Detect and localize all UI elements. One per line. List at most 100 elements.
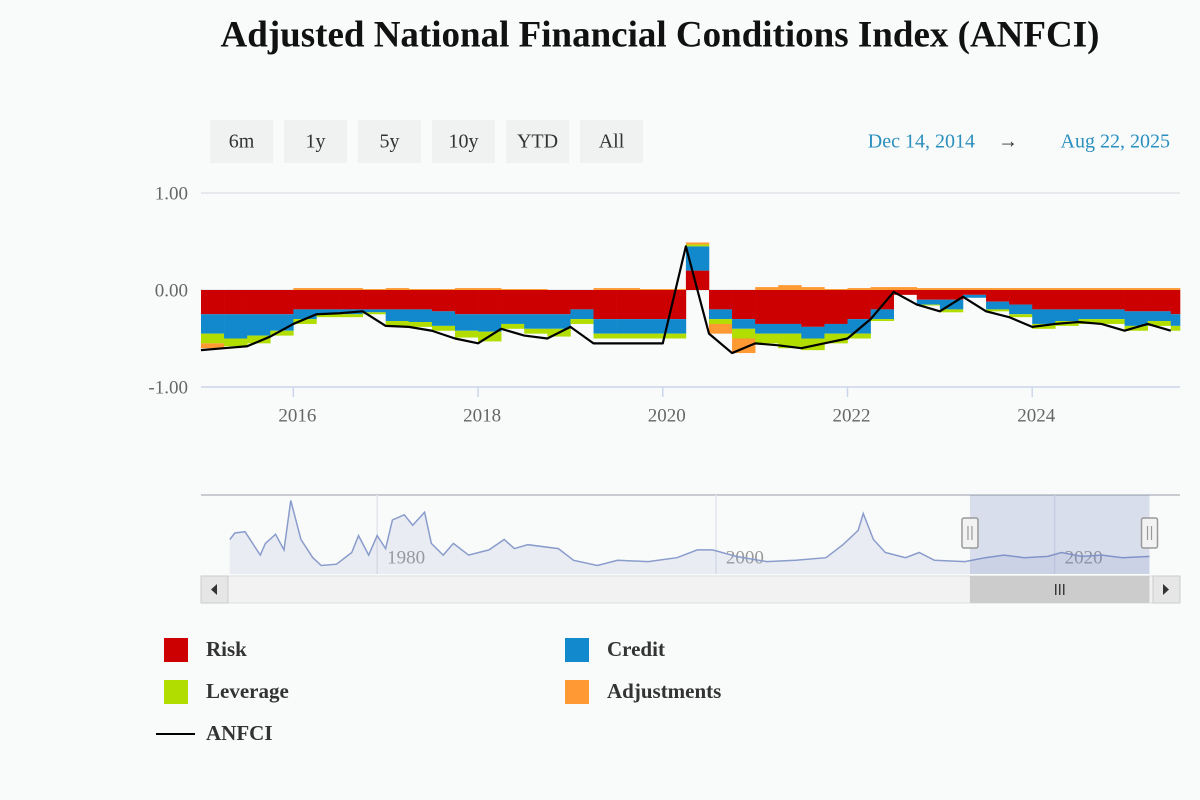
range-button[interactable] xyxy=(580,120,643,163)
chart-title: Adjusted National Financial Conditions I… xyxy=(221,14,1100,55)
bar-segment xyxy=(1032,290,1056,310)
bar-segment xyxy=(986,301,1010,310)
bar-segment xyxy=(1170,288,1181,290)
bar-segment xyxy=(755,333,779,344)
range-button-label: YTD xyxy=(517,131,558,153)
bar-segment xyxy=(478,288,502,290)
bar-segment xyxy=(524,290,548,315)
range-button[interactable] xyxy=(506,120,569,163)
bar-segment xyxy=(454,330,479,338)
bar-segment xyxy=(270,314,294,331)
bar-segment xyxy=(339,314,363,318)
bar-segment xyxy=(824,290,848,324)
bar-segment xyxy=(685,244,710,247)
range-from[interactable]: Dec 14, 2014 xyxy=(868,131,975,153)
bar-segment xyxy=(1170,290,1181,315)
legend-swatch xyxy=(164,638,188,662)
bar-segment xyxy=(501,290,525,315)
bar-segment xyxy=(1101,309,1125,320)
bar-segment xyxy=(547,314,571,329)
bar-segment xyxy=(801,290,825,327)
bar-segment xyxy=(247,290,271,315)
navigator-line xyxy=(229,500,1150,567)
navigator-tick-label: 2020 xyxy=(1065,547,1103,568)
scrollbar-grip xyxy=(1055,584,1065,595)
bar-segment xyxy=(778,333,802,349)
bar-segment xyxy=(616,290,641,320)
range-button-label: All xyxy=(599,131,625,153)
legend-label[interactable]: Adjustments xyxy=(607,679,721,703)
bar-segment xyxy=(454,288,479,290)
x-tick-label: 2018 xyxy=(463,405,501,426)
bar-segment xyxy=(801,287,825,290)
legend-label[interactable]: Credit xyxy=(607,637,665,661)
navigator-handle[interactable] xyxy=(1140,517,1159,549)
bar-segment xyxy=(755,290,779,324)
bar-segment xyxy=(201,290,225,315)
bar-segment xyxy=(224,338,248,347)
bar-segment xyxy=(962,288,987,290)
range-button[interactable] xyxy=(358,120,421,163)
bar-segment xyxy=(316,288,340,290)
bar-segment xyxy=(962,294,987,298)
bar-segment xyxy=(293,290,317,310)
bar-segment xyxy=(1009,314,1033,318)
range-button[interactable] xyxy=(210,120,273,163)
bar-segment xyxy=(316,290,340,310)
scroll-left-arrow xyxy=(211,584,217,595)
bar-segment xyxy=(916,290,941,300)
bar-segment xyxy=(408,309,433,323)
legend: Risk Credit Leverage Adjustments ANFCI xyxy=(156,637,721,745)
bar-segment xyxy=(224,314,248,339)
bar-segment xyxy=(270,330,294,336)
bar-segment xyxy=(408,290,433,310)
bar-segment xyxy=(916,304,941,306)
bar-segment xyxy=(1101,319,1125,324)
bar-segment xyxy=(1055,288,1079,290)
bar-segment xyxy=(824,323,848,334)
bar-segment xyxy=(431,289,456,290)
x-tick-label: 2024 xyxy=(1017,405,1056,426)
bar-segment xyxy=(916,299,941,305)
range-button-label: 10y xyxy=(449,131,479,153)
bar-segment xyxy=(224,290,248,315)
bar-segment xyxy=(870,309,894,320)
legend-label[interactable]: Risk xyxy=(206,637,247,661)
navigator-handle[interactable] xyxy=(961,517,979,549)
bar-segment xyxy=(778,290,802,324)
bar-segment xyxy=(639,333,664,339)
range-button[interactable] xyxy=(432,120,495,163)
bar-segment xyxy=(1009,304,1033,315)
bar-segment xyxy=(431,325,456,331)
legend-swatch xyxy=(565,680,589,704)
y-tick-label: 1.00 xyxy=(155,183,188,204)
legend-label[interactable]: Leverage xyxy=(206,679,289,703)
bar-segment xyxy=(547,290,571,315)
bar-segment xyxy=(1147,290,1172,312)
bar-segment xyxy=(524,328,548,334)
bar-segment xyxy=(662,290,687,320)
bar-segment xyxy=(870,287,894,290)
range-button[interactable] xyxy=(284,120,347,163)
x-tick-label: 2016 xyxy=(278,405,316,426)
legend-swatch xyxy=(565,638,589,662)
bar-segment xyxy=(870,319,894,322)
bar-segment xyxy=(339,290,363,310)
legend-swatch xyxy=(164,680,188,704)
bar-segment xyxy=(939,288,964,290)
bar-segment xyxy=(708,323,733,334)
bar-segment xyxy=(824,333,848,344)
bar-segment xyxy=(1147,321,1172,326)
legend-label[interactable]: ANFCI xyxy=(206,721,273,745)
bar-segment xyxy=(801,338,825,351)
bar-segment xyxy=(501,289,525,290)
bar-segment xyxy=(732,328,756,339)
bar-segment xyxy=(847,290,871,320)
bar-segment xyxy=(247,335,271,344)
bar-segment xyxy=(1101,288,1125,290)
range-to[interactable]: Aug 22, 2025 xyxy=(1061,131,1170,153)
bar-segment xyxy=(593,333,617,339)
bar-segment xyxy=(362,290,387,310)
bar-segment xyxy=(362,309,387,313)
bar-segment xyxy=(962,290,987,295)
